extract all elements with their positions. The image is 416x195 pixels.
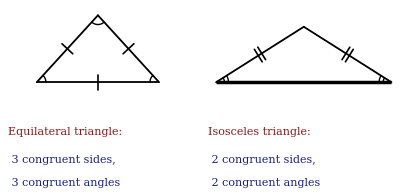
Text: 2 congruent angles: 2 congruent angles (208, 178, 320, 188)
Text: 2 congruent sides,: 2 congruent sides, (208, 155, 316, 165)
Text: Isosceles triangle:: Isosceles triangle: (208, 127, 311, 137)
Text: 3 congruent sides,: 3 congruent sides, (8, 155, 116, 165)
Text: 3 congruent angles: 3 congruent angles (8, 178, 121, 188)
Text: Equilateral triangle:: Equilateral triangle: (8, 127, 122, 137)
